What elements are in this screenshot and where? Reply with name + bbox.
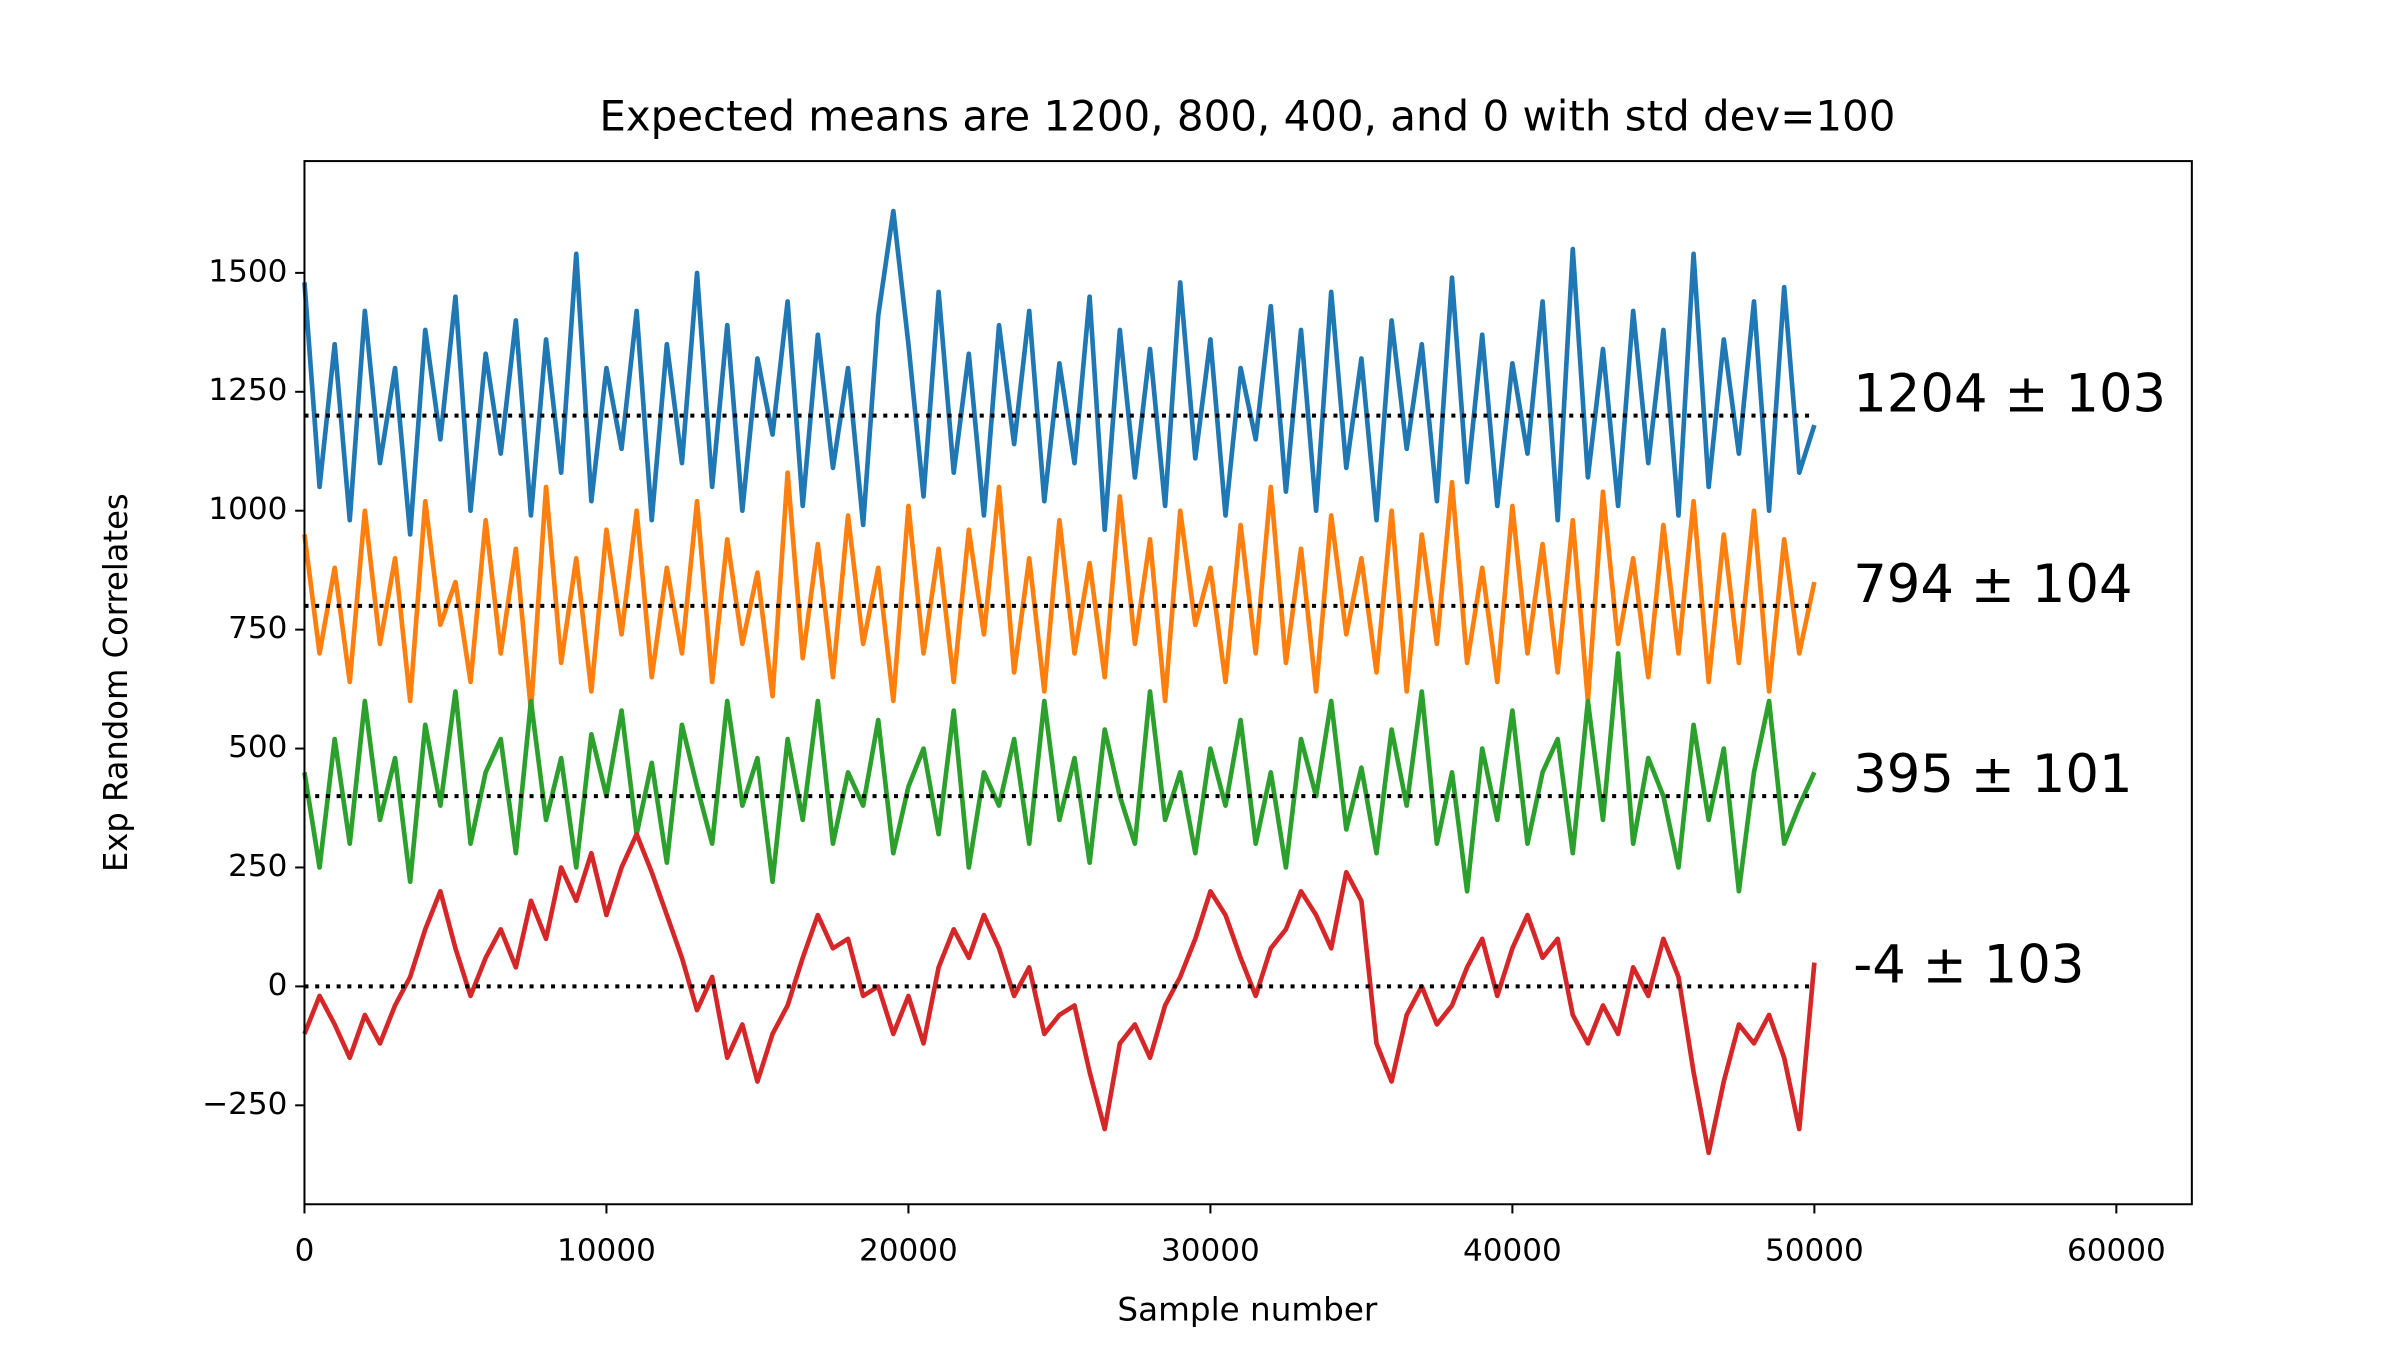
x-tick-label: 40000 <box>1463 1232 1562 1268</box>
y-tick-label: 1250 <box>208 372 287 408</box>
x-tick-label: 30000 <box>1161 1232 1260 1268</box>
x-tick-label: 0 <box>295 1232 315 1268</box>
x-axis-label: Sample number <box>1117 1291 1378 1329</box>
y-tick-label: 500 <box>228 729 287 765</box>
plot-frame <box>303 160 2193 1206</box>
y-axis-label: Exp Random Correlates <box>97 493 135 872</box>
data-line <box>302 470 1817 713</box>
x-tick-label: 60000 <box>2067 1232 2166 1268</box>
annotation: -4 ± 103 <box>1853 935 2084 996</box>
annotation: 395 ± 101 <box>1853 745 2132 806</box>
annotation: 794 ± 104 <box>1853 554 2132 615</box>
y-tick-label: 1500 <box>208 253 287 289</box>
y-tick-label: −250 <box>202 1086 287 1122</box>
y-tick-label: 1000 <box>208 491 287 527</box>
x-tick-label: 50000 <box>1765 1232 1864 1268</box>
x-tick-label: 20000 <box>859 1232 958 1268</box>
y-tick-label: 250 <box>228 848 287 884</box>
y-tick-label: 750 <box>228 610 287 646</box>
annotation: 1204 ± 103 <box>1853 364 2166 425</box>
data-line <box>302 208 1817 537</box>
data-line <box>302 651 1817 894</box>
data-line <box>302 831 1817 1156</box>
chart-title: Expected means are 1200, 800, 400, and 0… <box>599 92 1895 141</box>
y-tick-label: 0 <box>268 967 288 1003</box>
x-tick-label: 10000 <box>557 1232 656 1268</box>
